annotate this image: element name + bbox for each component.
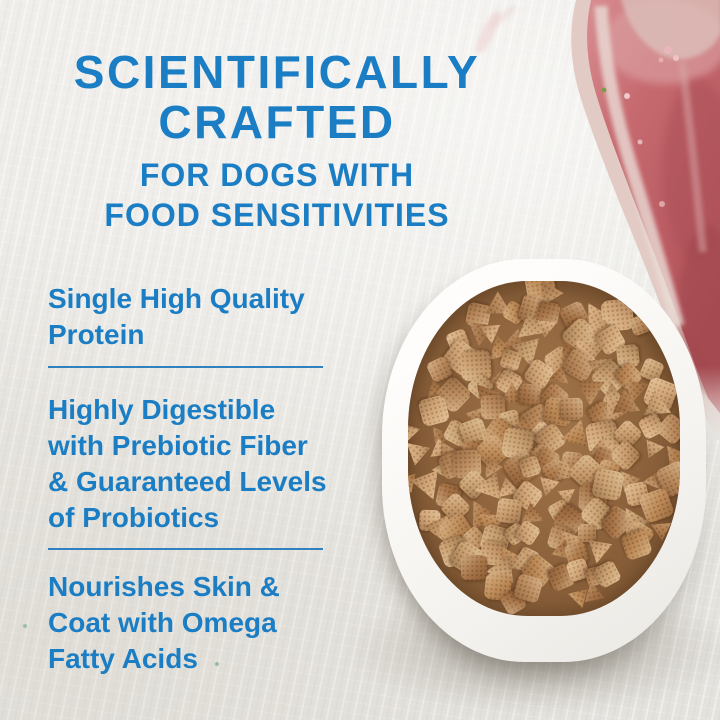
feature-line: Fatty Acids: [48, 643, 198, 674]
feature-line: with Prebiotic Fiber: [48, 430, 308, 461]
feature-line: & Guaranteed Levels: [48, 466, 327, 497]
feature-skin-coat: Nourishes Skin & Coat with Omega Fatty A…: [48, 569, 378, 677]
kibble-bowl-photo: [382, 259, 706, 662]
kibble-piece: [461, 554, 487, 581]
kibble-piece: [560, 398, 583, 421]
kibble-piece: [644, 437, 666, 459]
feature-line: Protein: [48, 319, 145, 350]
meat-sinew: [621, 0, 720, 60]
headline-line2: CRAFTED: [158, 96, 396, 148]
kibble-piece: [408, 422, 422, 446]
subheadline-line1: FOR DOGS WITH: [139, 157, 415, 193]
feature-line: Single High Quality: [48, 283, 305, 314]
feature-single-protein: Single High Quality Protein: [48, 281, 378, 353]
section-divider: [48, 548, 323, 550]
meat-fat-streak: [594, 5, 685, 328]
herb-fleck: [601, 87, 607, 93]
feature-line: Nourishes Skin &: [48, 571, 280, 602]
feature-digestible-probiotics: Highly Digestible with Prebiotic Fiber &…: [48, 392, 378, 536]
kibble-pile: [408, 281, 680, 616]
feature-line: Highly Digestible: [48, 394, 276, 425]
headline-line1: SCIENTIFICALLY: [73, 46, 481, 98]
headline-block: SCIENTIFICALLY CRAFTED FOR DOGS WITH FOO…: [17, 47, 537, 235]
kibble-piece: [495, 497, 522, 525]
raw-meat-photo: [476, 0, 720, 440]
feature-line: of Probiotics: [48, 502, 220, 533]
subheadline-line2: FOOD SENSITIVITIES: [104, 197, 450, 233]
section-divider: [48, 366, 323, 368]
feature-line: Coat with Omega: [48, 607, 277, 638]
kibble-piece: [408, 433, 433, 468]
kibble-piece: [577, 523, 597, 543]
